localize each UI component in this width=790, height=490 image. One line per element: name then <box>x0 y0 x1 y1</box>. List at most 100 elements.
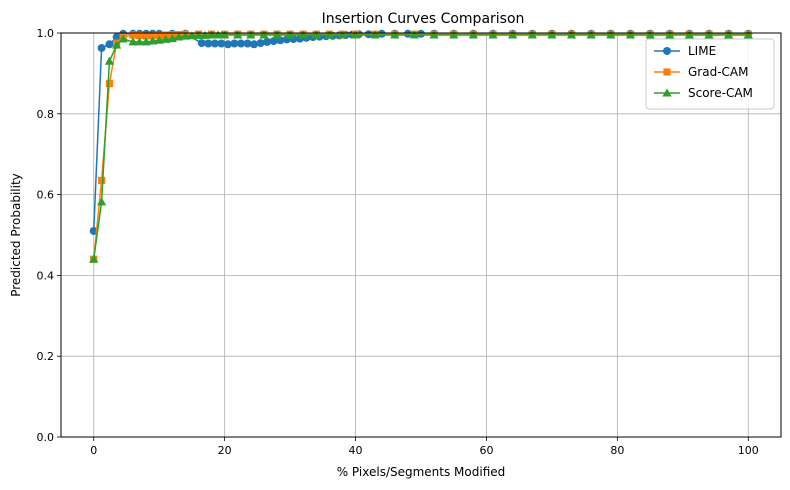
legend: LIME Grad-CAM Score-CAM <box>645 38 775 110</box>
legend-swatch-marker <box>662 88 672 97</box>
score-cam-point <box>429 30 439 39</box>
score-cam-point <box>645 30 655 39</box>
x-tick-label: 60 <box>479 444 493 457</box>
legend-label: LIME <box>688 44 716 58</box>
grad-cam-point <box>135 31 144 40</box>
legend-item-score-cam: Score-CAM <box>654 86 753 100</box>
lime-point <box>112 33 121 42</box>
score-cam-point <box>488 30 498 39</box>
x-axis-label: % Pixels/Segments Modified <box>337 465 506 479</box>
y-axis-label: Predicted Probability <box>9 173 23 297</box>
score-cam-point <box>625 30 636 39</box>
legend-label: Score-CAM <box>688 86 753 100</box>
x-tick-label: 100 <box>738 444 759 457</box>
lime-point <box>237 39 245 48</box>
series-score-cam <box>89 30 753 263</box>
score-cam-point <box>566 30 577 39</box>
score-cam-point <box>220 30 230 39</box>
lime-point <box>210 39 219 48</box>
score-cam-point <box>324 30 334 39</box>
plot-frame <box>60 32 782 438</box>
score-cam-point <box>272 30 282 39</box>
score-cam-point <box>743 30 753 39</box>
grad-cam-point <box>149 32 157 40</box>
lime-point <box>223 40 232 49</box>
lime-point <box>105 40 114 49</box>
legend-box <box>645 38 775 110</box>
legend-label: Grad-CAM <box>688 65 748 79</box>
score-cam-point <box>200 30 210 39</box>
score-cam-point <box>161 34 171 43</box>
score-cam-point <box>724 30 734 39</box>
chart-title: Insertion Curves Comparison <box>322 11 525 27</box>
score-cam-point <box>154 35 164 44</box>
score-cam-point <box>684 30 694 39</box>
score-cam-point <box>118 34 128 43</box>
score-cam-point <box>128 37 138 46</box>
score-cam-point <box>370 30 380 39</box>
legend-item-lime: LIME <box>654 44 716 58</box>
y-tick-label: 0.2 <box>37 350 55 363</box>
score-cam-point <box>704 30 714 39</box>
grad-cam-point <box>142 32 150 40</box>
score-cam-point <box>586 30 596 39</box>
score-cam-point <box>89 254 99 263</box>
series-layer <box>89 29 753 263</box>
y-tick-label: 0.6 <box>37 189 55 202</box>
lime-point <box>230 39 239 48</box>
lime-point <box>250 40 259 49</box>
score-cam-point <box>259 30 269 39</box>
score-cam-point <box>285 30 295 39</box>
y-tick-label: 0.8 <box>37 108 55 121</box>
score-cam-point <box>606 30 616 39</box>
score-cam-point <box>337 30 348 39</box>
lime-point <box>269 37 278 46</box>
x-tick-label: 20 <box>218 444 232 457</box>
score-cam-point <box>233 30 243 39</box>
score-cam-point <box>508 30 518 39</box>
lime-point <box>263 37 272 46</box>
score-cam-point <box>246 30 256 39</box>
score-cam-point <box>449 30 459 39</box>
lime-point <box>197 39 206 48</box>
score-cam-point <box>468 30 478 39</box>
score-cam-point <box>193 30 204 39</box>
x-tick-label: 0 <box>90 444 97 457</box>
x-tick-label: 80 <box>610 444 624 457</box>
score-cam-point <box>350 30 361 39</box>
legend-item-grad-cam: Grad-CAM <box>654 65 748 79</box>
score-cam-point <box>213 30 223 39</box>
x-tick-label: 40 <box>349 444 363 457</box>
grad-cam-point <box>129 31 137 39</box>
grad-cam-point <box>105 79 114 88</box>
lime-point <box>243 39 252 48</box>
score-cam-point <box>104 56 115 65</box>
y-tick-label: 1.0 <box>37 27 55 40</box>
score-cam-point <box>409 30 420 39</box>
lime-point <box>204 39 213 48</box>
score-cam-point <box>298 30 308 39</box>
score-cam-point <box>311 30 321 39</box>
score-cam-point <box>96 197 107 206</box>
score-cam-point <box>174 32 184 41</box>
score-cam-point <box>187 31 197 40</box>
grad-cam-point <box>155 31 163 40</box>
score-cam-point <box>112 40 122 49</box>
legend-swatch-marker <box>663 47 671 55</box>
y-tick-label: 0.4 <box>37 269 55 282</box>
y-tick-label: 0.0 <box>37 431 55 444</box>
ticks-layer: 0 20 40 60 80 100 0.0 0.2 0.4 0.6 0.8 1.0 <box>37 27 759 457</box>
score-cam-point <box>206 30 217 39</box>
lime-point <box>256 39 265 48</box>
score-cam-point <box>148 36 158 45</box>
score-cam-point <box>527 30 537 39</box>
score-cam-point <box>180 31 190 40</box>
grad-cam-point <box>97 176 106 185</box>
legend-swatch-marker <box>663 68 671 76</box>
score-cam-point <box>141 37 151 46</box>
score-cam-point <box>390 30 400 39</box>
lime-point <box>97 43 106 52</box>
score-cam-point <box>665 30 675 39</box>
score-cam-point <box>134 37 145 46</box>
